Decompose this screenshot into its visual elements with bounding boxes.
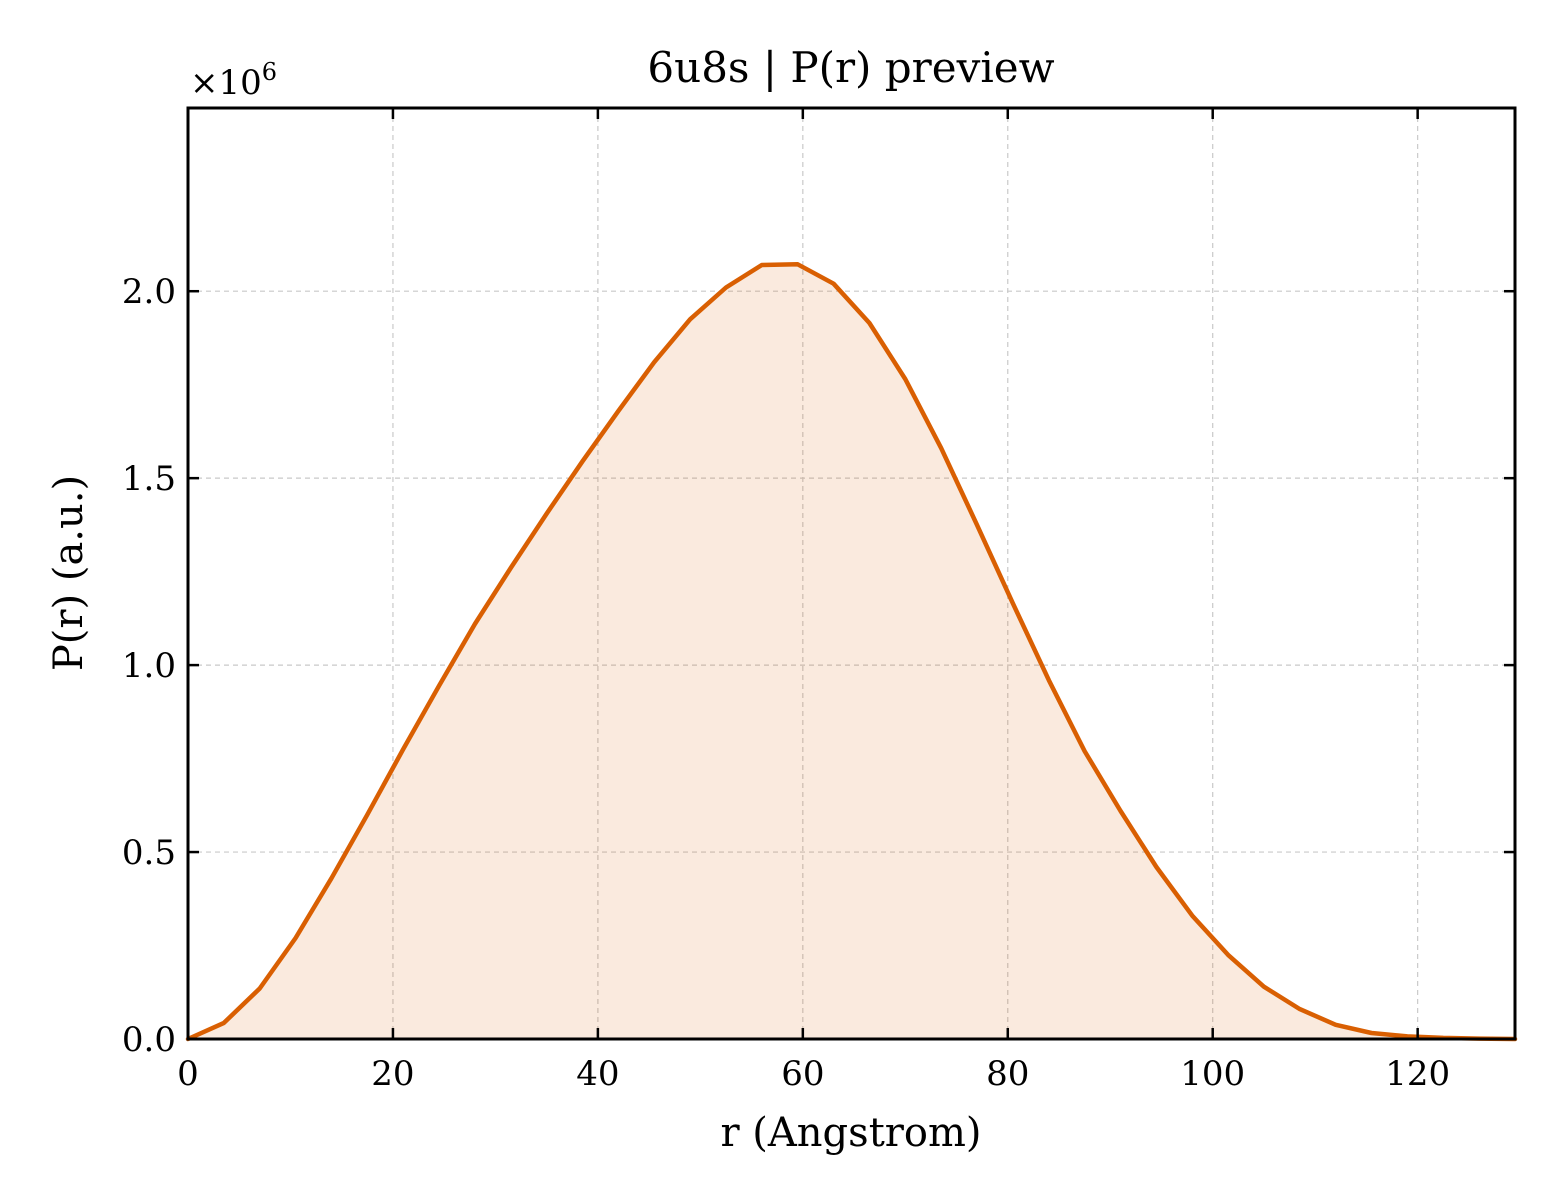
series-area-fill — [188, 264, 1515, 1039]
x-tick-label: 60 — [781, 1054, 824, 1094]
x-tick-label: 20 — [371, 1054, 414, 1094]
plot-frame — [186, 106, 1517, 1041]
tick-layer: 0 20 40 60 80 100 120 0.0 0.5 1.0 1.5 2.0 — [122, 108, 1515, 1094]
grid-layer — [188, 108, 1515, 1039]
x-tick-label: 100 — [1180, 1054, 1245, 1094]
x-tick-label: 40 — [576, 1054, 619, 1094]
x-tick-label: 80 — [986, 1054, 1029, 1094]
y-tick-label: 1.5 — [122, 459, 176, 499]
x-axis-title: r (Angstrom) — [720, 1110, 981, 1156]
y-tick-label: 2.0 — [122, 272, 176, 312]
y-tick-label: 1.0 — [122, 646, 176, 686]
line-layer — [185, 262, 1518, 1042]
y-offset-exponent: 6 — [262, 58, 277, 86]
y-offset-label: ×106 — [190, 58, 277, 103]
chart-title: 6u8s | P(r) preview — [647, 43, 1054, 92]
x-tick-label: 0 — [177, 1054, 199, 1094]
y-offset-base: ×10 — [190, 63, 262, 103]
y-tick-label: 0.0 — [122, 1020, 176, 1060]
x-tick-label: 120 — [1385, 1054, 1450, 1094]
y-axis-title: P(r) (a.u.) — [46, 475, 92, 671]
y-tick-label: 0.5 — [122, 833, 176, 873]
series-line — [185, 262, 1518, 1042]
fill-layer — [188, 264, 1515, 1039]
